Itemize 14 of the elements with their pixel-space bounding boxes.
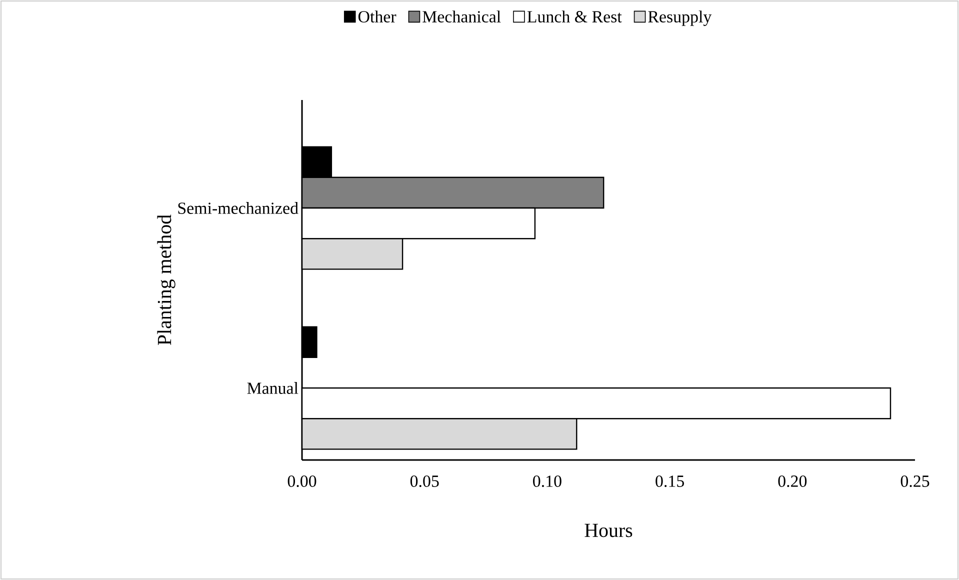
- legend-label: Lunch & Rest: [527, 10, 622, 22]
- y-tick-label: Manual: [247, 382, 298, 394]
- y-tick-label: Semi-mechanized: [178, 202, 298, 214]
- x-tick-label: 0.05: [410, 476, 439, 488]
- legend-label: Other: [358, 10, 396, 22]
- x-axis-title: Hours: [584, 524, 632, 538]
- legend-label: Mechanical: [422, 10, 501, 22]
- legend-label: Resupply: [648, 10, 712, 26]
- x-tick-label: 0.20: [778, 476, 807, 488]
- x-tick-label: 0.25: [900, 476, 930, 488]
- y-axis-title: Planting method: [157, 214, 176, 345]
- x-tick-label: 0.00: [288, 476, 316, 488]
- x-tick-label: 0.15: [656, 476, 684, 488]
- x-tick-label: 0.10: [533, 476, 562, 488]
